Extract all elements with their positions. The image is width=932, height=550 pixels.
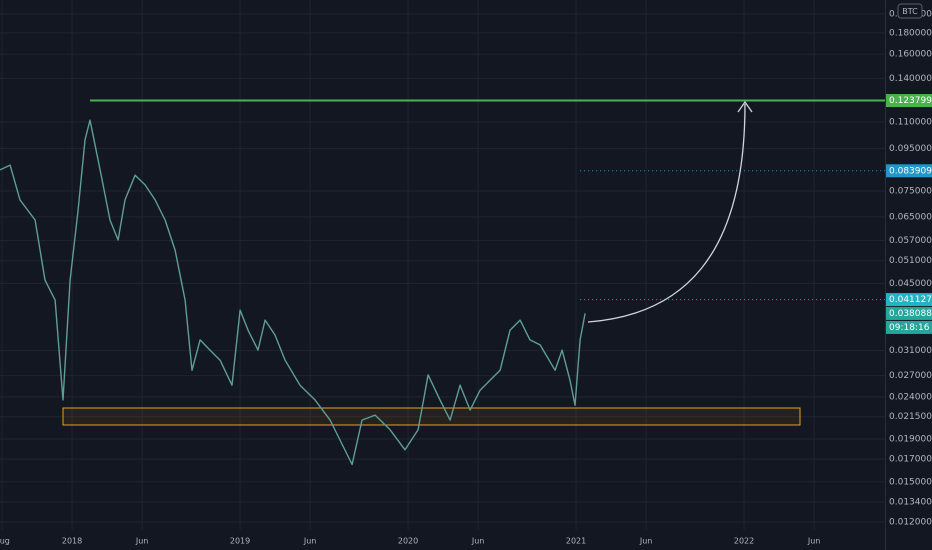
y-tick-label: 0.017000 [889, 455, 932, 465]
y-tick-label: 0.021500 [889, 412, 932, 422]
y-tick-label: 0.024000 [889, 392, 932, 402]
x-tick-label: Jun [807, 537, 821, 546]
countdown-box [886, 320, 932, 334]
y-tick-label: 0.095000 [889, 144, 932, 154]
badge: BTC [902, 7, 918, 16]
x-tick-label: Jun [639, 537, 653, 546]
support-zone [62, 407, 801, 426]
y-tick-label: 0.015000 [889, 477, 932, 487]
x-tick-label: Jun [471, 537, 485, 546]
y-tick-label: 0.075000 [889, 187, 932, 197]
y-tick-label: 0.012000 [889, 518, 932, 528]
y-tick-label: 0.160000 [889, 50, 932, 60]
price-label: 0.038088 [889, 309, 932, 319]
y-tick-label: 0.019000 [889, 435, 932, 445]
price-label-box [886, 164, 932, 178]
y-tick-label: 0.180000 [889, 28, 932, 38]
y-tick-label: 0.027000 [889, 371, 932, 381]
price-label-box [886, 306, 932, 320]
x-tick-label: Aug [0, 537, 10, 546]
x-tick-label: 2022 [734, 537, 754, 546]
y-axis: 0.2000000.1800000.1600000.1400000.110000… [0, 9, 932, 546]
y-tick-label: 0.051000 [889, 256, 932, 266]
price-label: 0.083909 [889, 166, 932, 176]
grid [0, 0, 885, 530]
price-label: 0.041127 [889, 295, 932, 305]
y-tick-label: 0.065000 [889, 212, 932, 222]
price-line [0, 119, 586, 466]
x-tick-label: Jun [135, 537, 149, 546]
x-tick-label: Jun [303, 537, 317, 546]
y-tick-label: 0.110000 [889, 117, 932, 127]
x-tick-label: 2018 [62, 537, 82, 546]
price-label-box [886, 94, 932, 108]
y-tick-label: 0.045000 [889, 279, 932, 289]
arrow [587, 103, 746, 323]
y-tick-label: 0.031000 [889, 346, 932, 356]
x-tick-label: 2020 [398, 537, 418, 546]
y-tick-label: 0.013400 [889, 498, 932, 508]
arrow-head [737, 100, 753, 113]
y-tick-label: 0.140000 [889, 74, 932, 84]
plot [0, 99, 885, 466]
price-label-box [886, 293, 932, 307]
x-tick-label: 2021 [566, 537, 586, 546]
price-label: 0.123799 [889, 96, 932, 106]
y-tick-label: 0.057000 [889, 236, 932, 246]
badge-box [897, 3, 923, 19]
countdown: 09:18:16 [889, 323, 930, 333]
x-tick-label: 2019 [230, 537, 250, 546]
